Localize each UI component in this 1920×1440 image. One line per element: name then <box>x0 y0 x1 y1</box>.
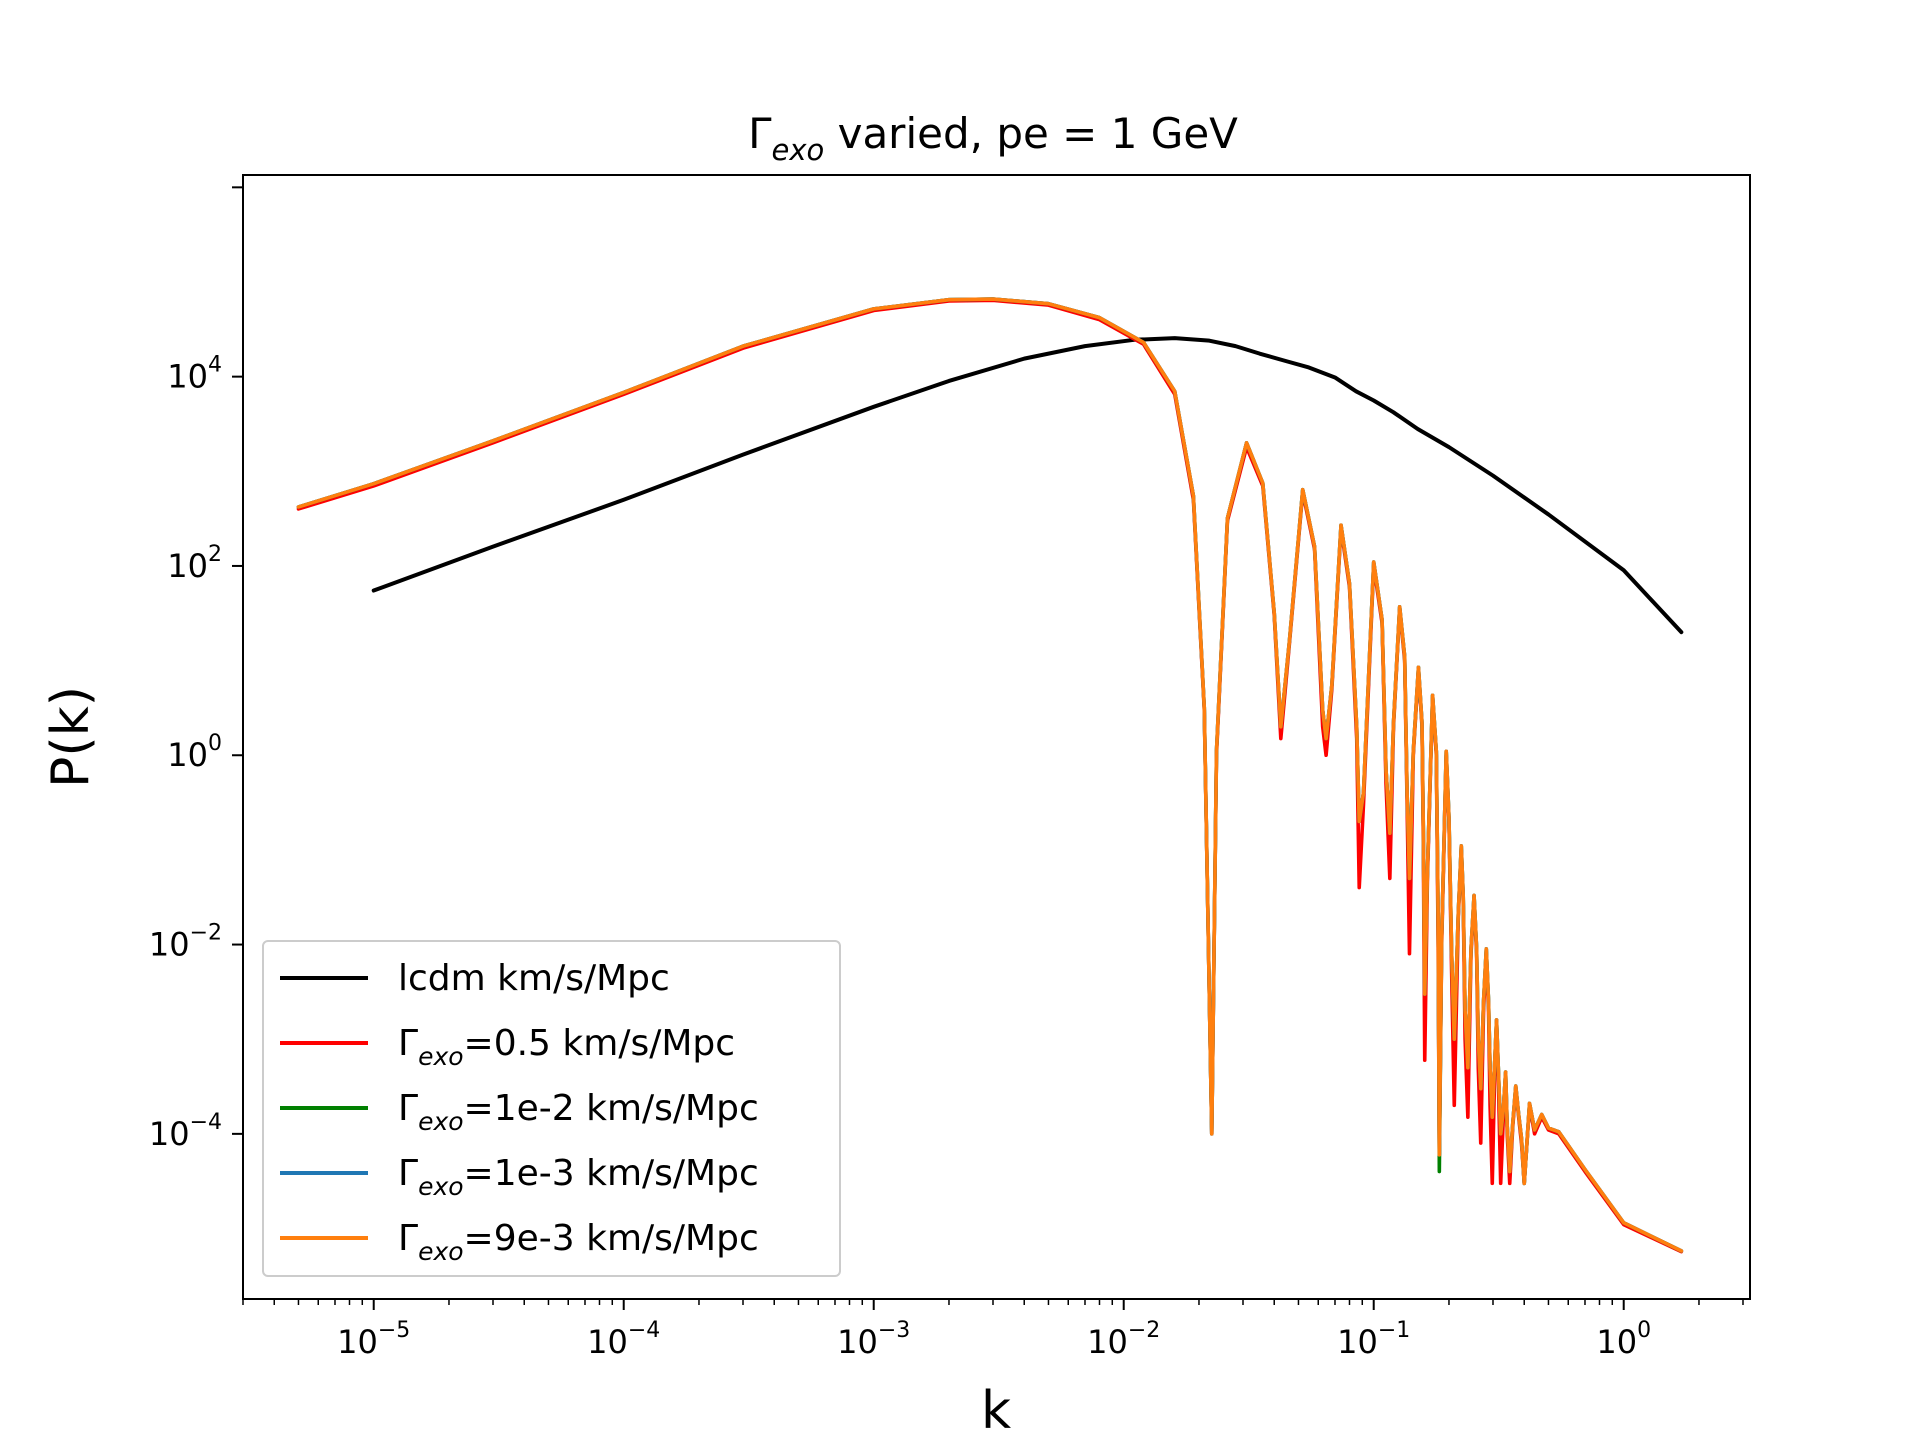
x-tick-label: 10−5 <box>337 1318 410 1361</box>
y-axis-label: P(k) <box>41 686 101 788</box>
series-layer <box>296 297 1684 1254</box>
series-line-0 <box>371 336 1684 635</box>
y-tick-label: 100 <box>167 731 222 774</box>
chart-title-symbol: Γ <box>748 109 772 158</box>
y-tick-label: 104 <box>167 353 222 396</box>
x-axis-label: k <box>981 1381 1011 1440</box>
y-tick-label: 10−2 <box>149 921 222 964</box>
legend-entry-label: Γexo=1e-3 km/s/Mpc <box>398 1153 759 1201</box>
x-tick-label: 10−2 <box>1087 1318 1160 1361</box>
legend: lcdm km/s/Mpc Γexo=0.5 km/s/Mpc Γexo=1e-2 … <box>262 940 841 1277</box>
x-tick-label: 10−3 <box>837 1318 910 1361</box>
y-axis: 10−4 10−2 100 102 104 <box>149 186 243 1153</box>
plot-frame <box>242 174 1751 1300</box>
chart-title-subscript: exo <box>771 133 824 167</box>
legend-entry-label: Γexo=1e-2 km/s/Mpc <box>398 1088 759 1136</box>
x-tick-label: 100 <box>1596 1318 1651 1361</box>
legend-box <box>262 940 841 1277</box>
x-tick-label: 10−4 <box>587 1318 660 1361</box>
legend-entry-label: Γexo=0.5 km/s/Mpc <box>398 1023 735 1071</box>
chart-title-text: varied, pe = 1 GeV <box>824 109 1238 158</box>
x-tick-label: 10−1 <box>1337 1318 1410 1361</box>
series-line-4 <box>296 297 1684 1253</box>
y-tick-label: 10−4 <box>149 1110 222 1153</box>
legend-entry-label: lcdm km/s/Mpc <box>398 958 670 999</box>
y-tick-label: 102 <box>167 542 222 585</box>
chart-title: Γexo varied, pe = 1 GeV <box>748 109 1238 167</box>
x-axis: 10−5 10−4 10−3 10−2 10−1 100 <box>242 1299 1744 1361</box>
legend-entry-label: Γexo=9e-3 km/s/Mpc <box>398 1218 759 1266</box>
